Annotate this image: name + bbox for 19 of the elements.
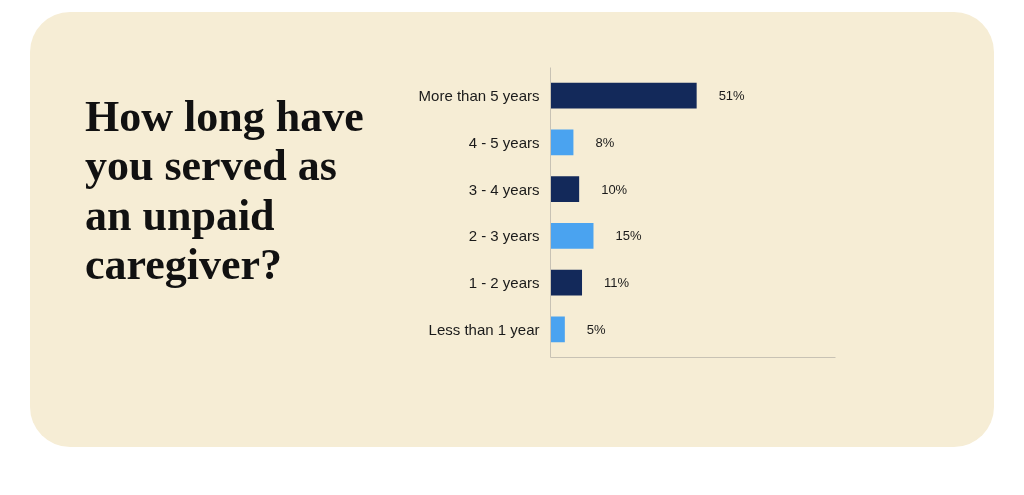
y-tick-label: Less than 1 year <box>428 320 540 338</box>
data-label: 8% <box>595 134 615 150</box>
bar <box>550 176 580 202</box>
data-label: 11% <box>604 275 630 291</box>
text: How long have you served as an unpaid caregiver? <box>85 92 365 290</box>
data-label: 10% <box>601 181 628 197</box>
bar <box>550 269 583 296</box>
data-label: 15% <box>615 228 642 244</box>
bar <box>550 82 697 109</box>
bar <box>550 316 565 343</box>
y-tick-label: 4 - 5 years <box>468 133 540 151</box>
data-label: 5% <box>586 321 607 337</box>
y-tick-label: 2 - 3 years <box>468 227 540 245</box>
y-tick-label: 1 - 2 years <box>468 274 540 292</box>
bar <box>550 223 594 249</box>
bar <box>550 129 574 156</box>
data-label: 51% <box>718 88 746 104</box>
y-tick-label: More than 5 years <box>418 87 540 105</box>
y-tick-label: 3 - 4 years <box>468 180 540 198</box>
